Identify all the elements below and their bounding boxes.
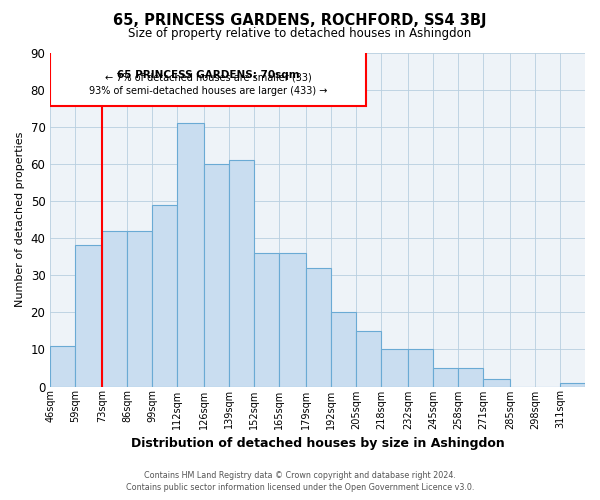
Y-axis label: Number of detached properties: Number of detached properties xyxy=(15,132,25,307)
Bar xyxy=(254,253,279,386)
Bar xyxy=(408,350,433,387)
Bar xyxy=(152,204,177,386)
Text: Contains HM Land Registry data © Crown copyright and database right 2024.
Contai: Contains HM Land Registry data © Crown c… xyxy=(126,471,474,492)
Bar xyxy=(306,268,331,386)
Text: ← 7% of detached houses are smaller (33)
93% of semi-detached houses are larger : ← 7% of detached houses are smaller (33)… xyxy=(89,72,327,96)
Bar xyxy=(433,368,458,386)
Bar xyxy=(483,379,510,386)
X-axis label: Distribution of detached houses by size in Ashingdon: Distribution of detached houses by size … xyxy=(131,437,505,450)
Bar xyxy=(356,331,381,386)
FancyBboxPatch shape xyxy=(50,50,366,106)
Bar xyxy=(177,123,204,386)
Bar xyxy=(75,246,102,386)
Bar xyxy=(102,230,127,386)
Bar xyxy=(560,383,585,386)
Text: 65 PRINCESS GARDENS: 70sqm: 65 PRINCESS GARDENS: 70sqm xyxy=(116,70,299,80)
Bar xyxy=(127,230,152,386)
Bar xyxy=(204,164,229,386)
Bar xyxy=(331,312,356,386)
Bar xyxy=(50,346,75,387)
Text: Size of property relative to detached houses in Ashingdon: Size of property relative to detached ho… xyxy=(128,28,472,40)
Bar xyxy=(381,350,408,387)
Text: 65, PRINCESS GARDENS, ROCHFORD, SS4 3BJ: 65, PRINCESS GARDENS, ROCHFORD, SS4 3BJ xyxy=(113,12,487,28)
Bar xyxy=(279,253,306,386)
Bar xyxy=(229,160,254,386)
Bar xyxy=(458,368,483,386)
